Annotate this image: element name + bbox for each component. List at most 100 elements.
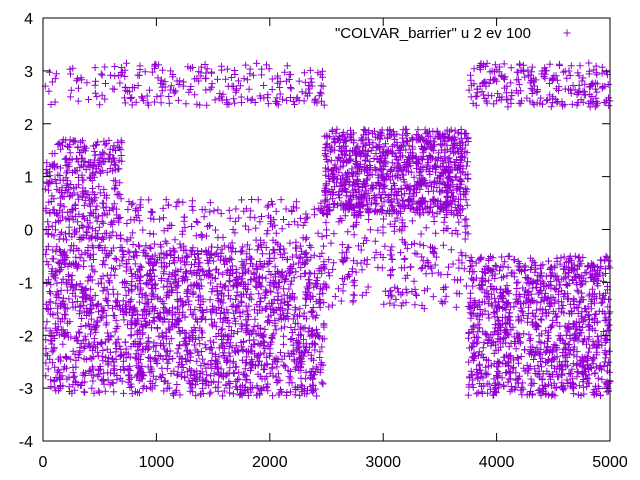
data-point <box>242 222 249 230</box>
data-point <box>339 158 347 166</box>
data-point <box>366 226 374 234</box>
data-point <box>212 323 220 331</box>
data-point <box>439 241 447 249</box>
data-point <box>417 179 425 187</box>
data-point <box>254 322 262 330</box>
data-point <box>542 272 550 280</box>
data-point <box>124 206 132 213</box>
data-point <box>485 276 493 284</box>
data-point <box>469 276 477 284</box>
data-point <box>170 367 178 375</box>
data-point <box>100 150 108 158</box>
data-point <box>360 140 368 148</box>
data-point <box>462 252 470 260</box>
data-point <box>266 287 274 295</box>
data-point <box>199 295 207 303</box>
data-point <box>252 236 260 244</box>
data-point <box>363 175 371 183</box>
data-point <box>428 143 436 150</box>
data-point <box>355 242 362 250</box>
data-point <box>160 340 167 348</box>
data-point <box>178 368 186 376</box>
data-point <box>60 330 68 338</box>
data-point <box>52 70 60 78</box>
data-point <box>78 283 86 291</box>
data-point <box>454 276 462 284</box>
data-point <box>110 85 118 93</box>
data-point <box>533 276 541 284</box>
data-point <box>75 195 83 203</box>
data-point <box>91 268 99 276</box>
data-point <box>416 240 424 248</box>
data-point <box>509 323 517 331</box>
data-point <box>304 349 312 356</box>
data-point <box>524 366 532 374</box>
data-point <box>108 204 116 212</box>
data-point <box>452 227 460 234</box>
data-point <box>371 133 379 141</box>
data-point <box>75 328 83 336</box>
data-point <box>458 144 466 152</box>
data-point <box>45 186 52 194</box>
data-point <box>564 341 572 349</box>
data-point <box>214 75 221 83</box>
data-point <box>386 220 394 228</box>
data-point <box>325 303 333 311</box>
data-point <box>157 79 165 87</box>
data-point <box>216 256 224 264</box>
data-point <box>66 93 74 101</box>
data-point <box>484 310 492 318</box>
data-point <box>81 187 89 195</box>
data-point <box>269 300 277 308</box>
data-point <box>155 352 163 359</box>
data-point <box>89 353 97 361</box>
data-point <box>205 256 213 264</box>
data-point <box>455 264 463 272</box>
data-point <box>268 363 276 371</box>
data-point <box>256 218 264 226</box>
data-point <box>347 155 355 163</box>
data-point <box>149 372 157 380</box>
data-point <box>53 185 61 193</box>
data-point <box>292 251 300 259</box>
data-point <box>218 66 226 74</box>
data-point <box>401 274 409 282</box>
data-point <box>139 94 146 102</box>
data-point <box>602 316 610 324</box>
data-point <box>135 290 143 298</box>
data-point <box>87 174 94 182</box>
data-point <box>578 277 586 285</box>
data-point <box>530 356 538 363</box>
data-point <box>476 360 484 368</box>
data-point <box>129 312 137 319</box>
data-point <box>366 171 374 179</box>
data-point <box>92 168 100 176</box>
data-point <box>176 257 184 265</box>
data-point <box>165 93 173 100</box>
data-point <box>146 243 154 251</box>
data-point <box>94 318 102 326</box>
data-point <box>505 375 513 383</box>
data-point <box>274 278 282 286</box>
data-point <box>321 150 329 157</box>
data-point <box>529 284 537 292</box>
data-point <box>391 283 399 291</box>
data-point <box>584 321 592 329</box>
data-point <box>215 378 222 386</box>
data-point <box>205 222 213 230</box>
data-point <box>229 357 237 365</box>
data-point <box>327 156 335 164</box>
data-point <box>260 349 268 357</box>
data-point <box>548 321 556 329</box>
data-point <box>277 324 285 332</box>
data-point <box>445 263 452 271</box>
data-point <box>104 361 112 369</box>
data-point <box>153 359 161 367</box>
data-point <box>601 339 609 346</box>
data-point <box>88 262 96 270</box>
data-point <box>577 360 584 368</box>
data-point <box>480 339 488 347</box>
data-point <box>94 352 102 360</box>
data-point <box>372 142 380 150</box>
data-point <box>197 390 205 398</box>
